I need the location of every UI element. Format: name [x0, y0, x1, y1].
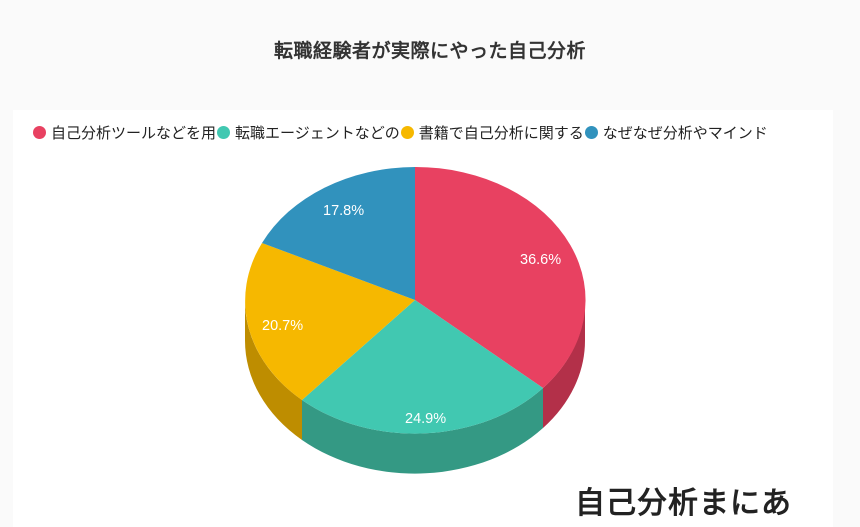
- legend-dot-icon: [584, 125, 598, 139]
- legend-item-why-analysis[interactable]: なぜなぜ分析やマインド: [584, 122, 768, 143]
- legend-label: 自己分析ツールなどを用: [51, 123, 217, 142]
- legend-dot-icon: [217, 125, 231, 139]
- site-logo: 自己分析まにあ: [575, 486, 792, 521]
- legend-dot-icon: [400, 125, 414, 139]
- legend-label: なぜなぜ分析やマインド: [602, 123, 768, 142]
- chart-title: 転職経験者が実際にやった自己分析: [273, 40, 586, 62]
- label-tools: 36.6%: [520, 252, 561, 268]
- slice-tools[interactable]: [415, 166, 586, 388]
- slice-side-books: [244, 300, 302, 440]
- label-agent: 24.9%: [405, 411, 446, 427]
- label-why-analysis: 17.8%: [323, 203, 364, 219]
- legend: 自己分析ツールなどを用 転職エージェントなどの 書籍で自己分析に関する なぜなぜ…: [33, 122, 769, 142]
- legend-item-agent[interactable]: 転職エージェントなどの: [217, 122, 400, 143]
- legend-dot-icon: [33, 125, 46, 139]
- slice-books[interactable]: [245, 243, 415, 400]
- slice-side-agent: [302, 388, 543, 474]
- legend-label: 書籍で自己分析に関する: [418, 123, 584, 142]
- legend-item-books[interactable]: 書籍で自己分析に関する: [400, 122, 584, 143]
- slice-agent[interactable]: [302, 300, 543, 434]
- legend-label: 転職エージェントなどの: [235, 123, 400, 142]
- slice-why-analysis[interactable]: [262, 167, 415, 300]
- slice-side-tools: [543, 300, 586, 428]
- label-books: 20.7%: [262, 318, 303, 334]
- legend-item-tools[interactable]: 自己分析ツールなどを用: [33, 122, 216, 143]
